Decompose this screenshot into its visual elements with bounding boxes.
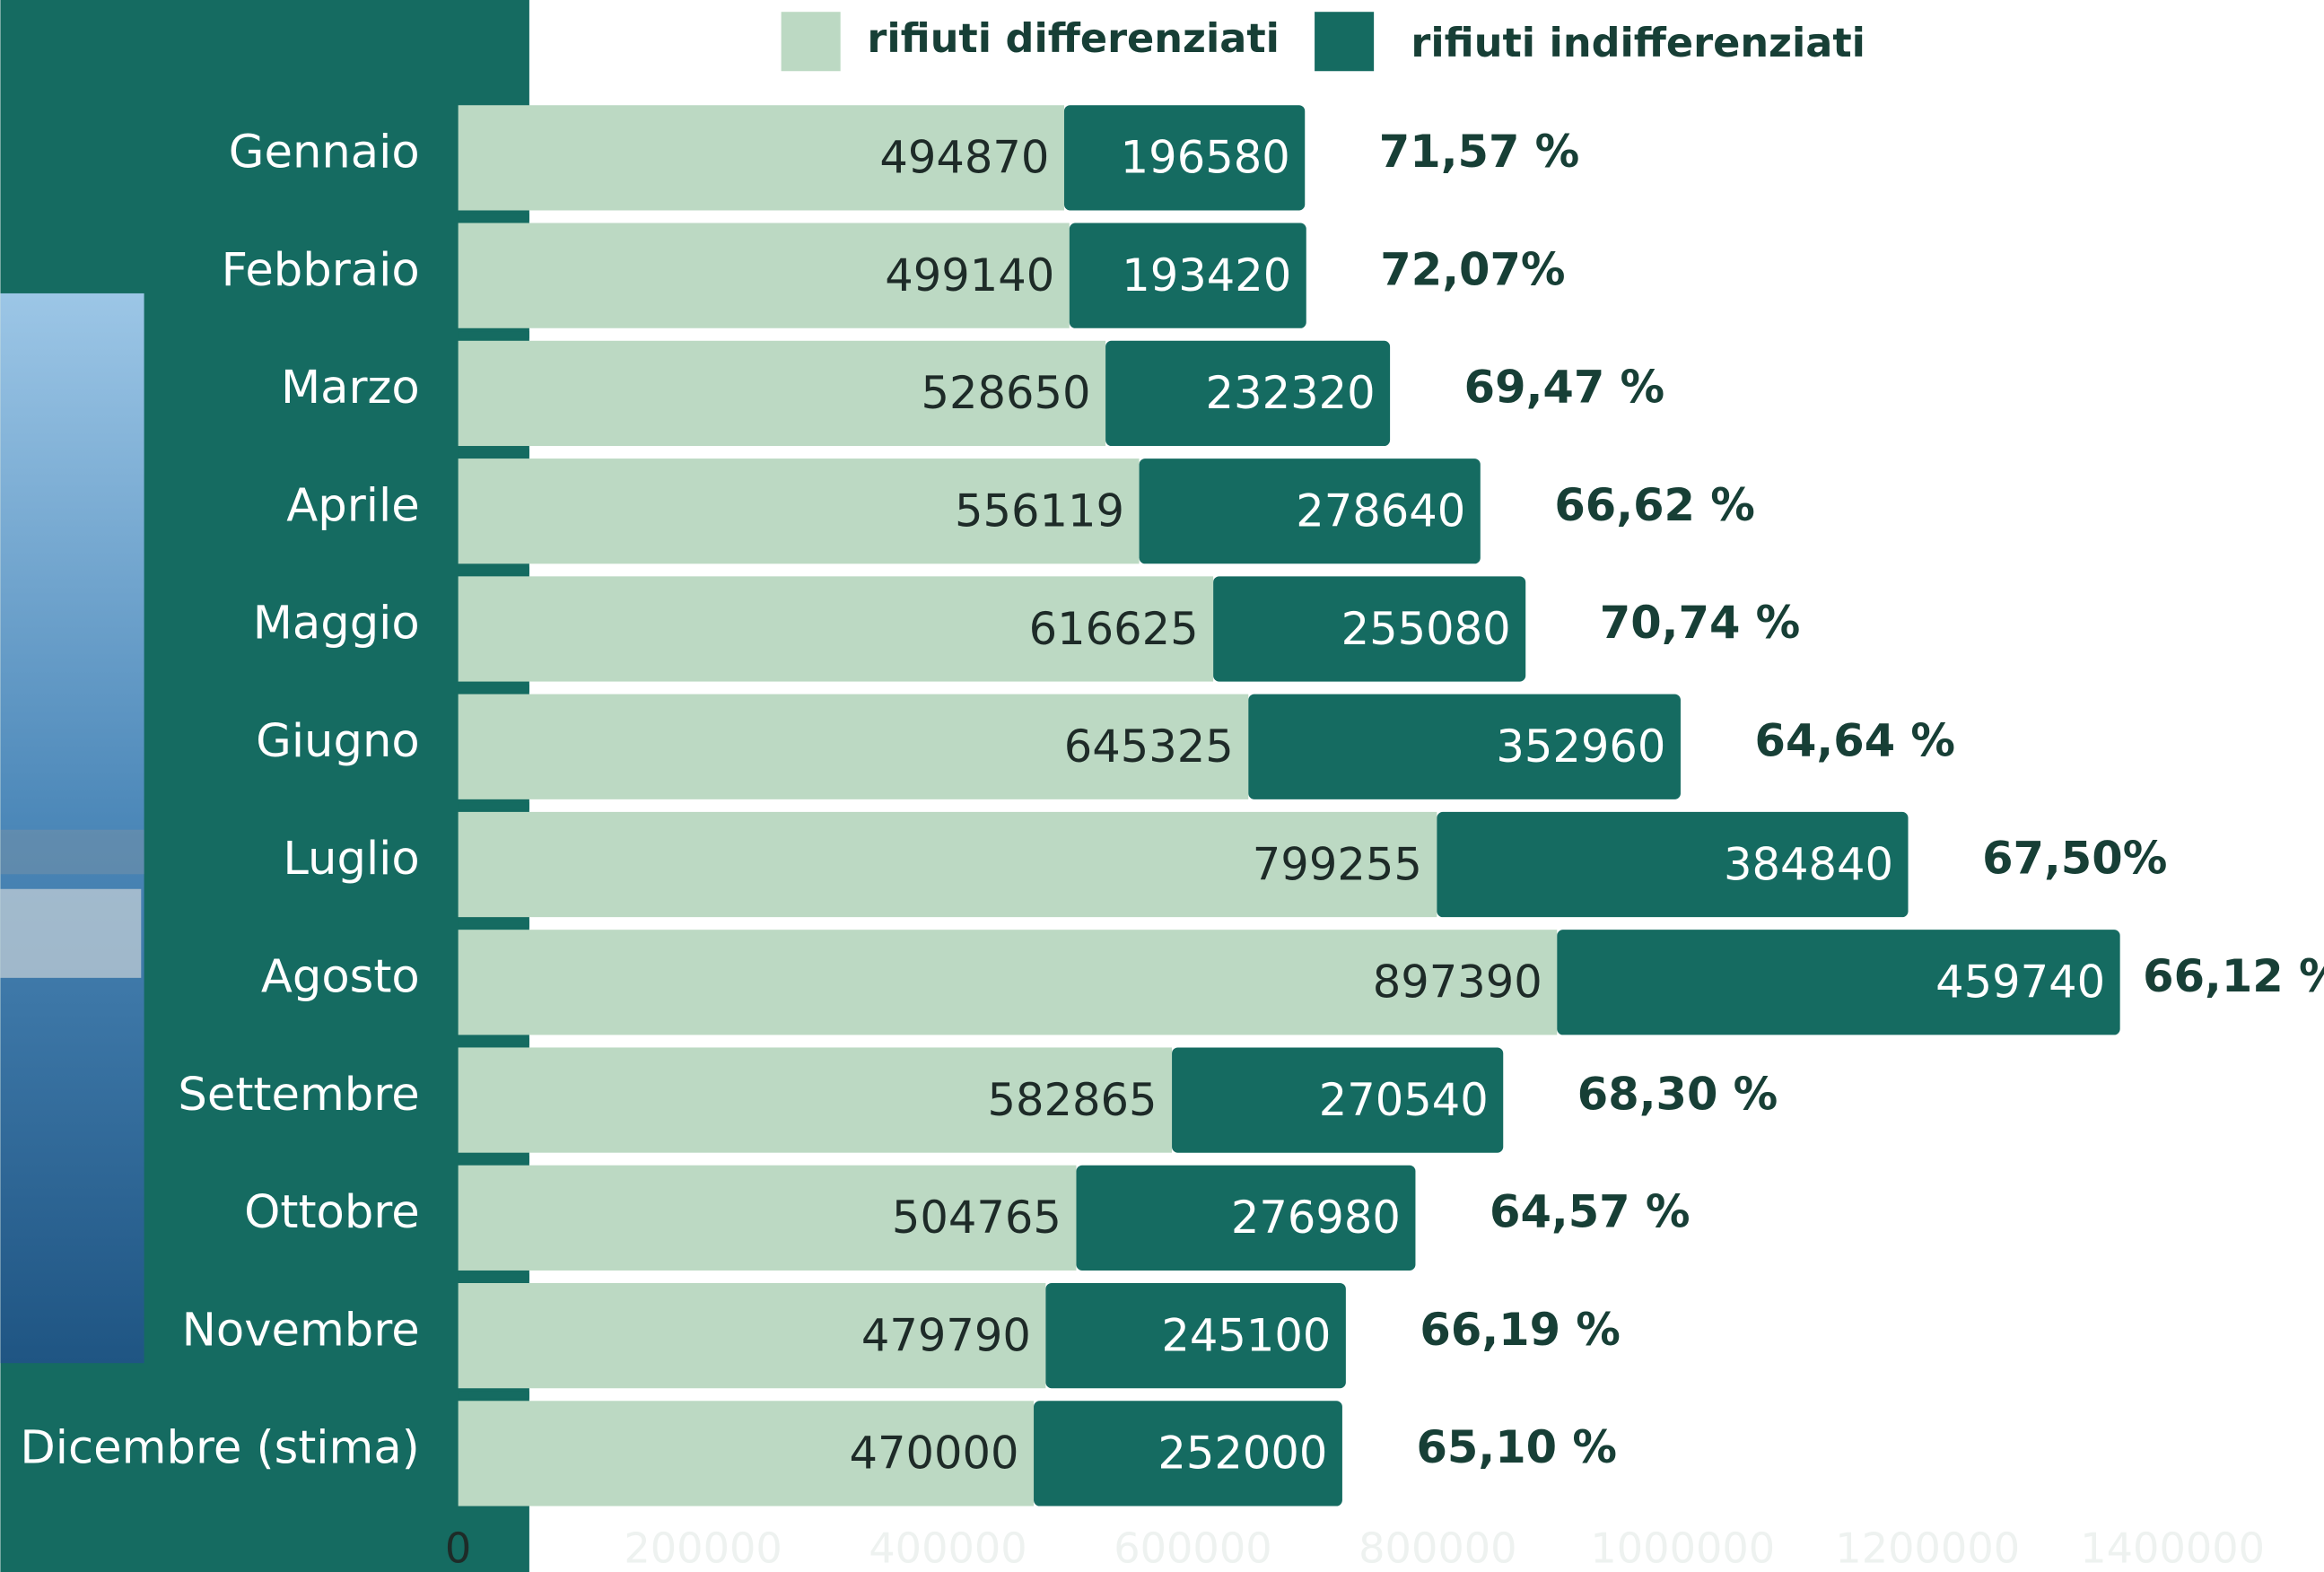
row-separator	[459, 685, 529, 692]
percent-label: 69,47 %	[1464, 362, 1664, 414]
photo-shore	[0, 830, 144, 875]
x-tick-label: 600000	[1114, 1524, 1271, 1572]
legend-swatch	[782, 12, 841, 71]
legend: rifiuti differenziati rifiuti indifferenz…	[782, 12, 1865, 71]
row-separator	[459, 802, 529, 809]
percent-label: 65,10 %	[1416, 1421, 1616, 1473]
percent-label: 67,50%	[1982, 833, 2167, 885]
percent-label: 70,74 %	[1600, 597, 1800, 649]
value-label: 582865	[988, 1074, 1158, 1126]
value-label: 470000	[849, 1428, 1018, 1480]
category-label: Maggio	[253, 597, 420, 651]
percent-label: 66,62 %	[1554, 479, 1754, 531]
chart: rifiuti differenziati rifiuti indifferenz…	[0, 0, 2324, 1572]
value-label: 528650	[922, 367, 1091, 419]
percent-label: 66,12 %	[2143, 950, 2324, 1002]
value-label: 276980	[1231, 1192, 1401, 1244]
value-label: 196580	[1121, 132, 1290, 184]
percent-label: 64,64 %	[1755, 714, 1955, 766]
row-separator	[459, 1273, 529, 1280]
legend-label: rifiuti indifferenziati	[1411, 20, 1865, 66]
row-separator	[459, 214, 529, 221]
category-label: Dicembre (stima)	[20, 1421, 419, 1475]
percent-label: 68,30 %	[1577, 1068, 1778, 1120]
row-separator	[459, 449, 529, 456]
value-label: 897390	[1373, 956, 1542, 1009]
category-label: Novembre	[182, 1303, 420, 1357]
row-separator	[459, 920, 529, 927]
row-separator	[459, 1038, 529, 1045]
value-label: 504765	[892, 1192, 1062, 1244]
x-tick-label: 1400000	[2080, 1524, 2265, 1572]
x-tick-label: 1000000	[1590, 1524, 1775, 1572]
row-separator	[459, 331, 529, 338]
value-label: 556119	[955, 485, 1124, 537]
category-label: Luglio	[283, 832, 419, 886]
value-label: 616625	[1029, 603, 1199, 655]
category-label: Marzo	[281, 361, 420, 415]
value-label: 232320	[1206, 367, 1376, 419]
value-label: 278640	[1296, 485, 1465, 537]
value-label: 352960	[1496, 720, 1665, 773]
legend-label: rifiuti differenziati	[867, 15, 1280, 62]
category-label: Giugno	[256, 714, 420, 768]
photo-boat	[0, 889, 141, 978]
value-label: 479790	[861, 1309, 1031, 1361]
x-tick-label: 400000	[869, 1524, 1027, 1572]
row-separator	[459, 1392, 529, 1399]
value-label: 799255	[1253, 838, 1422, 890]
value-label: 270540	[1319, 1074, 1489, 1126]
photo	[0, 293, 144, 1363]
legend-swatch	[1315, 12, 1374, 71]
category-label: Ottobre	[244, 1185, 420, 1239]
category-label: Agosto	[261, 949, 420, 1003]
value-label: 245100	[1161, 1309, 1331, 1361]
value-label: 255080	[1341, 603, 1511, 655]
x-tick-label: 200000	[624, 1524, 782, 1572]
category-label: Aprile	[286, 478, 419, 532]
page: {"chart_data": {"type": "stacked-barh", …	[0, 0, 2324, 1572]
category-label: Settembre	[178, 1068, 419, 1122]
x-tick-label: 1200000	[1835, 1524, 2020, 1572]
value-label: 193420	[1122, 249, 1291, 301]
row-separator	[459, 1156, 529, 1163]
category-label: Febbraio	[222, 243, 420, 297]
x-tick-label: 800000	[1359, 1524, 1516, 1572]
percent-label: 71,57 %	[1379, 126, 1579, 178]
value-label: 384840	[1724, 838, 1893, 890]
percent-label: 64,57 %	[1490, 1186, 1690, 1238]
percent-label: 72,07%	[1380, 243, 1565, 295]
percent-label: 66,19 %	[1420, 1304, 1620, 1356]
x-tick-label: 0	[445, 1524, 471, 1572]
value-label: 459740	[1935, 956, 2105, 1009]
value-label: 494870	[879, 132, 1049, 184]
value-label: 252000	[1158, 1428, 1327, 1480]
category-label: Gennaio	[229, 126, 420, 179]
value-label: 645325	[1064, 720, 1234, 773]
value-label: 499140	[885, 249, 1054, 301]
row-separator	[459, 567, 529, 574]
